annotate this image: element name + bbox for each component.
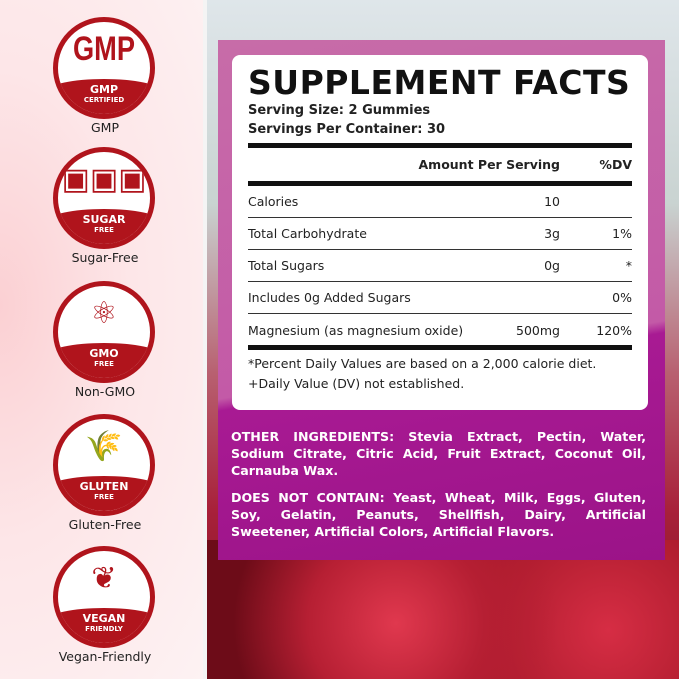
badge-band-subtext: CERTIFIED	[83, 96, 125, 104]
supplement-facts-card: SUPPLEMENT FACTS Serving Size: 2 Gummies…	[232, 55, 648, 410]
badge-band-text: GMO	[89, 347, 119, 360]
serving-size: Serving Size: 2 Gummies	[248, 103, 431, 118]
facts-row: Includes 0g Added Sugars 0%	[248, 282, 632, 314]
gmp-icon: GMP	[73, 30, 135, 68]
badge-band: GLUTEN FREE	[58, 476, 150, 511]
footnote-1: *Percent Daily Values are based on a 2,0…	[248, 356, 597, 371]
badge-band-text: VEGAN	[82, 612, 126, 625]
nutrient-dv: 0%	[612, 290, 632, 305]
badge-vegan-friendly: ❦ VEGAN FRIENDLY	[53, 546, 155, 648]
sugar-cubes-icon: ▣▣▣	[61, 162, 147, 197]
facts-row: Total Sugars 0g *	[248, 250, 632, 282]
badge-band: SUGAR FREE	[58, 209, 150, 244]
does-not-contain-text: Yeast, Wheat, Milk, Eggs, Gluten, Soy, G…	[231, 490, 646, 539]
other-ingredients-label: OTHER INGREDIENTS:	[231, 429, 395, 444]
badge-band-subtext: FREE	[94, 493, 114, 501]
divider	[203, 0, 207, 679]
badge-label: Non-GMO	[74, 384, 136, 399]
amount-header: Amount Per Serving	[418, 157, 561, 172]
molecule-icon: ⚛	[90, 296, 118, 331]
other-ingredients: OTHER INGREDIENTS: Stevia Extract, Pecti…	[231, 428, 646, 479]
facts-row: Calories 10	[248, 186, 632, 218]
leaf-icon: ❦	[91, 561, 117, 596]
badge-band: GMP CERTIFIED	[58, 79, 150, 114]
badge-sugar-free: ▣▣▣ SUGAR FREE	[53, 147, 155, 249]
badge-label: Gluten-Free	[68, 517, 142, 532]
wheat-icon: 🌾	[85, 429, 123, 464]
nutrient-amount: 3g	[544, 226, 560, 241]
badge-band-text: SUGAR	[82, 213, 126, 226]
badge-non-gmo: ⚛ GMO FREE	[53, 281, 155, 383]
facts-title: SUPPLEMENT FACTS	[248, 63, 631, 102]
badge-band-text: GLUTEN	[79, 480, 129, 493]
badge-label: GMP	[90, 120, 119, 135]
badge-band-subtext: FREE	[94, 226, 114, 234]
nutrient-name: Total Carbohydrate	[248, 226, 367, 241]
rule	[248, 181, 632, 186]
nutrient-amount: 0g	[544, 258, 560, 273]
nutrient-amount: 10	[544, 194, 560, 209]
facts-row: Total Carbohydrate 3g 1%	[248, 218, 632, 250]
nutrient-dv: *	[625, 258, 632, 273]
badge-gluten-free: 🌾 GLUTEN FREE	[53, 414, 155, 516]
badge-label: Sugar-Free	[71, 250, 139, 265]
facts-header: Amount Per Serving %DV	[248, 148, 633, 181]
nutrient-amount: 500mg	[516, 322, 560, 338]
servings-per-container: Servings Per Container: 30	[248, 122, 446, 137]
badge-band-subtext: FREE	[94, 360, 114, 368]
badge-band: GMO FREE	[58, 343, 150, 378]
dv-header: %DV	[599, 157, 632, 172]
nutrient-name: Total Sugars	[248, 258, 325, 273]
badge-band-subtext: FRIENDLY	[85, 625, 123, 633]
badge-label: Vegan-Friendly	[58, 649, 152, 664]
badge-band-text: GMP	[89, 83, 119, 96]
nutrient-name: Magnesium (as magnesium oxide)	[248, 322, 464, 338]
does-not-contain: DOES NOT CONTAIN: Yeast, Wheat, Milk, Eg…	[231, 489, 646, 540]
rule	[248, 143, 632, 148]
nutrient-name: Includes 0g Added Sugars	[248, 290, 411, 305]
raspberries-image	[207, 540, 679, 679]
nutrient-name: Calories	[248, 194, 299, 209]
facts-row: Magnesium (as magnesium oxide) 500mg 120%	[248, 314, 632, 346]
badge-gmp: GMP GMP CERTIFIED	[53, 17, 155, 119]
nutrient-dv: 120%	[596, 322, 632, 338]
other-ingredients-text: Stevia Extract, Pectin, Water, Sodium Ci…	[231, 429, 646, 478]
badge-band: VEGAN FRIENDLY	[58, 608, 150, 643]
does-not-contain-label: DOES NOT CONTAIN:	[231, 490, 385, 505]
nutrient-dv: 1%	[612, 226, 632, 241]
rule	[248, 345, 632, 350]
footnote-2: +Daily Value (DV) not established.	[248, 376, 465, 391]
